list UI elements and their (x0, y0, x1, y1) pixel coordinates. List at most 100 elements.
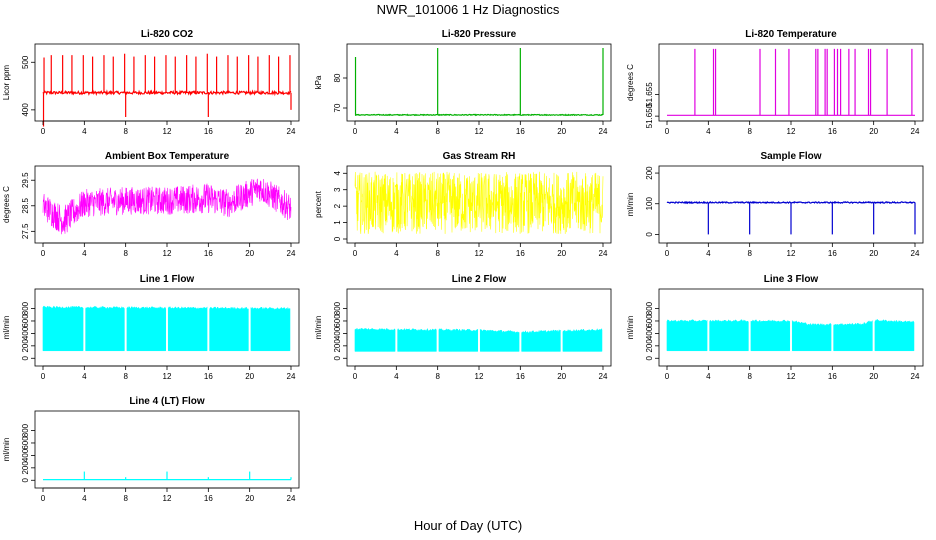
x-tick-label: 20 (557, 249, 566, 258)
x-tick-label: 24 (911, 249, 920, 258)
y-tick-label: 1 (333, 220, 342, 225)
panel-title: Line 2 Flow (452, 274, 507, 285)
y-axis-label: ml/min (626, 193, 635, 217)
x-tick-label: 0 (665, 372, 670, 381)
y-tick-label: 800 (333, 301, 342, 315)
x-tick-label: 8 (123, 249, 128, 258)
data-series (42, 305, 291, 352)
y-tick-label: 51.655 (645, 82, 654, 107)
y-axis-label: kPa (314, 75, 323, 89)
y-tick-label: 70 (333, 103, 342, 112)
x-tick-label: 16 (516, 372, 525, 381)
x-axis-title: Hour of Day (UTC) (413, 518, 523, 533)
x-tick-label: 20 (245, 249, 254, 258)
y-tick-label: 0 (21, 355, 30, 360)
y-tick-label: 0 (333, 355, 342, 360)
x-tick-label: 8 (435, 127, 440, 136)
x-tick-label: 0 (353, 372, 358, 381)
x-tick-label: 4 (82, 249, 87, 258)
panel-3: Li-820 Temperature 0 4 8 12 16 20 24 51.65051.65… (626, 29, 924, 136)
series-area (666, 319, 708, 352)
panel-title: Li-820 CO2 (141, 29, 194, 40)
data-series (666, 318, 915, 352)
y-axis-label: ml/min (2, 316, 11, 340)
x-tick-label: 24 (599, 249, 608, 258)
y-axis-label: ml/min (626, 316, 635, 340)
y-tick-label: 600 (21, 436, 30, 450)
x-tick-label: 24 (911, 372, 920, 381)
panel-1: Li-820 CO2 0 4 8 12 16 20 24 400 500 Licor ppm (2, 29, 300, 136)
y-tick-label: 200 (21, 461, 30, 475)
x-tick-label: 20 (869, 249, 878, 258)
data-series (354, 327, 603, 352)
x-tick-label: 12 (163, 372, 172, 381)
x-tick-label: 4 (394, 372, 399, 381)
data-series (42, 53, 292, 127)
x-tick-label: 24 (287, 372, 296, 381)
panel-title: Ambient Box Temperature (105, 151, 230, 162)
panel-title: Sample Flow (760, 151, 821, 162)
x-tick-label: 0 (353, 249, 358, 258)
y-tick-label: 2 (333, 203, 342, 208)
series-line (42, 178, 292, 235)
y-axis-label: ml/min (314, 316, 323, 340)
x-tick-label: 8 (747, 249, 752, 258)
y-tick-label: 100 (645, 197, 654, 211)
y-tick-label: 28.5 (21, 197, 30, 213)
y-tick-label: 4 (333, 171, 342, 176)
panel-title: Li-820 Pressure (442, 29, 517, 40)
x-tick-label: 24 (287, 127, 296, 136)
y-tick-label: 400 (333, 326, 342, 340)
series-line (354, 171, 604, 234)
y-tick-label: 400 (645, 326, 654, 340)
x-tick-label: 16 (828, 372, 837, 381)
plot-frame (658, 43, 924, 122)
x-tick-label: 8 (747, 372, 752, 381)
x-tick-label: 12 (475, 249, 484, 258)
x-tick-label: 12 (163, 127, 172, 136)
x-tick-label: 20 (557, 127, 566, 136)
x-tick-label: 4 (82, 372, 87, 381)
series-line (354, 113, 604, 117)
plot-frame (34, 165, 300, 244)
panel-6: Sample Flow 0 4 8 12 16 20 24 0 100 200 ml/min (626, 151, 924, 258)
y-axis-label: ml/min (2, 438, 11, 462)
panel-10: Line 4 (LT) Flow 0 4 8 12 16 20 24 0 200400600800… (2, 396, 300, 503)
y-tick-label: 51.650 (645, 103, 654, 128)
y-tick-label: 600 (645, 314, 654, 328)
y-tick-label: 80 (333, 73, 342, 82)
x-tick-label: 16 (516, 249, 525, 258)
x-tick-label: 8 (435, 372, 440, 381)
data-series (354, 171, 604, 234)
y-tick-label: 600 (21, 314, 30, 328)
data-series (43, 471, 292, 481)
x-tick-label: 8 (123, 372, 128, 381)
x-tick-label: 0 (41, 249, 46, 258)
x-tick-label: 20 (557, 372, 566, 381)
y-tick-label: 200 (645, 339, 654, 353)
panel-4: Ambient Box Temperature 0 4 8 12 16 20 24 27.5 28… (2, 151, 300, 258)
y-tick-label: 800 (21, 301, 30, 315)
x-tick-label: 4 (706, 249, 711, 258)
y-tick-label: 3 (333, 187, 342, 192)
x-tick-label: 0 (665, 249, 670, 258)
plot-frame (34, 43, 300, 122)
y-tick-label: 400 (21, 103, 30, 117)
y-tick-label: 0 (645, 232, 654, 237)
x-tick-label: 12 (787, 127, 796, 136)
x-tick-label: 20 (869, 127, 878, 136)
x-tick-label: 0 (353, 127, 358, 136)
plot-frame (346, 43, 612, 122)
x-tick-label: 0 (41, 127, 46, 136)
x-tick-label: 24 (599, 372, 608, 381)
x-tick-label: 16 (204, 127, 213, 136)
x-tick-label: 12 (787, 249, 796, 258)
x-tick-label: 12 (787, 372, 796, 381)
series-area (354, 327, 396, 352)
x-tick-label: 24 (287, 494, 296, 503)
y-tick-label: 0 (645, 355, 654, 360)
